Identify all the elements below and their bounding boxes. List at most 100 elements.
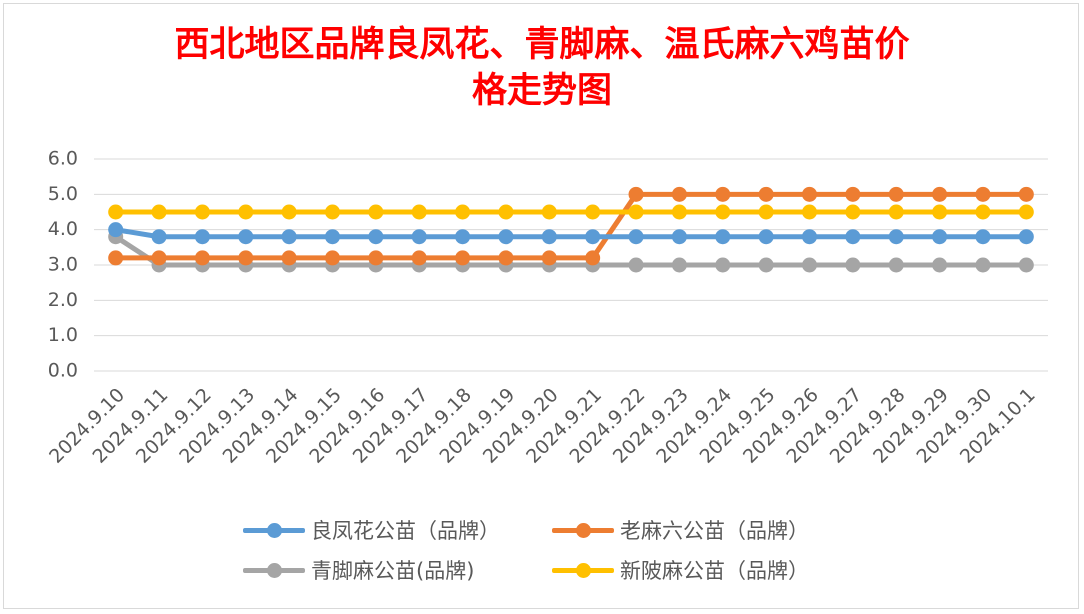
data-point[interactable] bbox=[671, 204, 687, 220]
series-1 bbox=[108, 222, 1034, 245]
data-point[interactable] bbox=[151, 250, 167, 266]
legend-item-series-3[interactable]: 青脚麻公苗(品牌) bbox=[243, 555, 474, 585]
series-2 bbox=[108, 186, 1034, 266]
data-point[interactable] bbox=[932, 186, 948, 202]
x-axis-ticks: 2024.9.102024.9.112024.9.122024.9.132024… bbox=[45, 384, 1040, 468]
data-point[interactable] bbox=[151, 204, 167, 220]
data-point[interactable] bbox=[975, 186, 991, 202]
data-point[interactable] bbox=[1018, 229, 1034, 245]
y-axis-ticks: 0.0 1.0 2.0 3.0 4.0 5.0 6.0 bbox=[48, 148, 78, 382]
data-point[interactable] bbox=[281, 204, 297, 220]
data-point[interactable] bbox=[802, 257, 817, 273]
data-point[interactable] bbox=[455, 250, 471, 266]
data-point[interactable] bbox=[368, 204, 384, 220]
data-point[interactable] bbox=[758, 186, 774, 202]
data-point[interactable] bbox=[845, 204, 861, 220]
data-point[interactable] bbox=[845, 229, 861, 245]
data-point[interactable] bbox=[411, 204, 427, 220]
data-point[interactable] bbox=[411, 229, 427, 245]
data-point[interactable] bbox=[585, 204, 601, 220]
legend-label-series-1: 良凤花公苗（品牌） bbox=[311, 519, 500, 543]
data-point[interactable] bbox=[368, 229, 384, 245]
data-point[interactable] bbox=[802, 186, 817, 202]
y-tick-label: 4.0 bbox=[48, 218, 78, 240]
series-lines bbox=[108, 186, 1034, 273]
data-point[interactable] bbox=[325, 250, 340, 266]
data-point[interactable] bbox=[238, 229, 254, 245]
y-tick-label: 6.0 bbox=[48, 148, 78, 170]
data-point[interactable] bbox=[628, 186, 644, 202]
data-point[interactable] bbox=[1018, 257, 1034, 273]
data-point[interactable] bbox=[585, 229, 601, 245]
data-point[interactable] bbox=[888, 186, 904, 202]
data-point[interactable] bbox=[498, 250, 514, 266]
data-point[interactable] bbox=[194, 204, 210, 220]
data-point[interactable] bbox=[455, 229, 471, 245]
legend-swatch-series-3 bbox=[243, 555, 305, 585]
data-point[interactable] bbox=[715, 257, 731, 273]
data-point[interactable] bbox=[238, 250, 254, 266]
data-point[interactable] bbox=[975, 257, 991, 273]
data-point[interactable] bbox=[281, 229, 297, 245]
data-point[interactable] bbox=[194, 229, 210, 245]
data-point[interactable] bbox=[932, 257, 948, 273]
data-point[interactable] bbox=[541, 250, 557, 266]
chart-title-line-1: 西北地区品牌良凤花、青脚麻、温氏麻六鸡苗价 bbox=[174, 24, 910, 65]
data-point[interactable] bbox=[411, 250, 427, 266]
data-point[interactable] bbox=[281, 250, 297, 266]
data-point[interactable] bbox=[758, 257, 774, 273]
data-point[interactable] bbox=[108, 204, 124, 220]
series-line-2 bbox=[113, 191, 1029, 261]
legend-swatch-series-4 bbox=[552, 555, 614, 585]
data-point[interactable] bbox=[715, 229, 731, 245]
legend-item-series-2[interactable]: 老麻六公苗（品牌） bbox=[552, 515, 809, 545]
data-point[interactable] bbox=[671, 186, 687, 202]
data-point[interactable] bbox=[541, 204, 557, 220]
data-point[interactable] bbox=[628, 204, 644, 220]
data-point[interactable] bbox=[671, 229, 687, 245]
data-point[interactable] bbox=[932, 204, 948, 220]
data-point[interactable] bbox=[108, 222, 124, 238]
data-point[interactable] bbox=[888, 204, 904, 220]
data-point[interactable] bbox=[1018, 204, 1034, 220]
data-point[interactable] bbox=[368, 250, 384, 266]
data-point[interactable] bbox=[628, 257, 644, 273]
data-point[interactable] bbox=[151, 229, 167, 245]
data-point[interactable] bbox=[325, 229, 340, 245]
data-point[interactable] bbox=[888, 257, 904, 273]
data-point[interactable] bbox=[108, 250, 124, 266]
legend-item-series-1[interactable]: 良凤花公苗（品牌） bbox=[243, 515, 500, 545]
data-point[interactable] bbox=[758, 229, 774, 245]
data-point[interactable] bbox=[238, 204, 254, 220]
data-point[interactable] bbox=[541, 229, 557, 245]
data-point[interactable] bbox=[498, 229, 514, 245]
series-line-1 bbox=[113, 227, 1029, 240]
data-point[interactable] bbox=[758, 204, 774, 220]
legend-item-series-4[interactable]: 新陂麻公苗（品牌） bbox=[552, 555, 809, 585]
data-point[interactable] bbox=[194, 250, 210, 266]
data-point[interactable] bbox=[845, 257, 861, 273]
legend-label-series-3: 青脚麻公苗(品牌) bbox=[311, 559, 475, 583]
data-point[interactable] bbox=[975, 204, 991, 220]
y-tick-label: 5.0 bbox=[48, 183, 78, 205]
data-point[interactable] bbox=[325, 204, 340, 220]
data-point[interactable] bbox=[932, 229, 948, 245]
legend-swatch-series-1 bbox=[243, 515, 305, 545]
data-point[interactable] bbox=[1018, 186, 1034, 202]
data-point[interactable] bbox=[845, 186, 861, 202]
chart-title: 西北地区品牌良凤花、青脚麻、温氏麻六鸡苗价 格走势图 bbox=[0, 22, 1084, 114]
legend-swatch-series-2 bbox=[552, 515, 614, 545]
data-point[interactable] bbox=[455, 204, 471, 220]
data-point[interactable] bbox=[802, 229, 817, 245]
data-point[interactable] bbox=[498, 204, 514, 220]
data-point[interactable] bbox=[715, 204, 731, 220]
data-point[interactable] bbox=[585, 250, 601, 266]
data-point[interactable] bbox=[975, 229, 991, 245]
legend-label-series-4: 新陂麻公苗（品牌） bbox=[620, 559, 809, 583]
data-point[interactable] bbox=[628, 229, 644, 245]
data-point[interactable] bbox=[802, 204, 817, 220]
data-point[interactable] bbox=[888, 229, 904, 245]
data-point[interactable] bbox=[671, 257, 687, 273]
data-point[interactable] bbox=[715, 186, 731, 202]
